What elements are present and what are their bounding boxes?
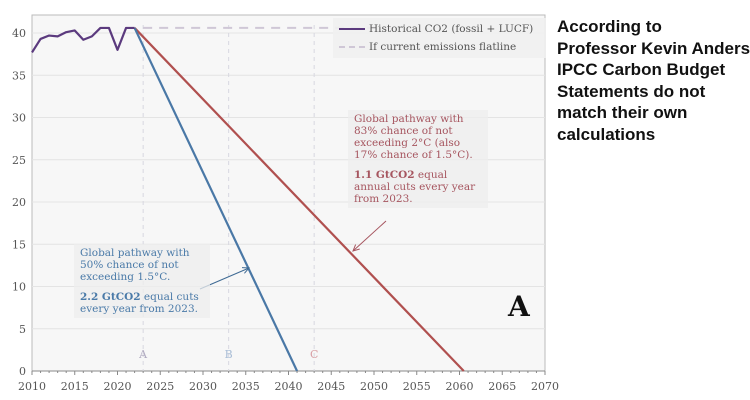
caption-line: match their own [557, 103, 688, 122]
legend: Historical CO2 (fossil + LUCF) If curren… [333, 18, 546, 58]
annotation-15c-cuts: 2.2 GtCO2 equal cuts every year from 202… [80, 291, 204, 315]
caption-line: IPCC Carbon Budget [557, 60, 726, 79]
panel-letter: A [508, 290, 530, 323]
annotation-15c-rest: equal cuts every year from 2023. [80, 291, 199, 315]
y-tick-label: 5 [19, 323, 26, 336]
x-tick-label: 2060 [446, 380, 474, 393]
legend-swatch-flatline [339, 46, 365, 48]
marker-label-a: A [138, 348, 148, 361]
x-tick-label: 2020 [104, 380, 132, 393]
legend-label-historical: Historical CO2 (fossil + LUCF) [369, 23, 534, 35]
y-tick-label: 10 [12, 281, 26, 294]
y-tick-label: 20 [12, 196, 26, 209]
x-tick-label: 2040 [275, 380, 303, 393]
annotation-15c-amount: 2.2 GtCO2 [80, 291, 141, 303]
marker-label-b: B [225, 348, 233, 361]
y-tick-label: 25 [12, 154, 26, 167]
annotation-15c-pathway: Global pathway with 50% chance of not ex… [74, 244, 210, 318]
caption-line: Statements do not [557, 81, 706, 101]
annotation-15c-text: Global pathway with 50% chance of not ex… [80, 247, 190, 283]
annotation-2c-text: Global pathway with 83% chance of not ex… [354, 113, 473, 161]
y-tick-label: 40 [12, 27, 26, 40]
legend-label-flatline: If current emissions flatline [369, 41, 517, 53]
legend-item-flatline: If current emissions flatline [339, 41, 516, 53]
x-tick-label: 2070 [531, 380, 559, 393]
annotation-2c-arrow [352, 220, 387, 252]
annotation-2c-rest: equal annual cuts every year from 2023. [354, 169, 476, 205]
caption: According to Professor Kevin Anderson IP… [557, 16, 750, 145]
annotation-2c-amount: 1.1 GtCO2 [354, 169, 415, 181]
x-tick-label: 2025 [146, 380, 174, 393]
x-tick-label: 2010 [18, 380, 46, 393]
caption-line: calculations [557, 124, 656, 144]
x-tick-label: 2045 [317, 380, 345, 393]
x-tick-label: 2050 [360, 380, 388, 393]
annotation-2c-arrow-head [352, 244, 360, 252]
x-tick-label: 2065 [488, 380, 516, 393]
y-tick-label: 15 [12, 238, 26, 251]
legend-swatch-historical [339, 28, 365, 30]
x-tick-label: 2035 [232, 380, 260, 393]
x-tick-label: 2030 [189, 380, 217, 393]
marker-label-c: C [310, 348, 318, 361]
x-tick-label: 2015 [61, 380, 89, 393]
historical-line [31, 26, 135, 54]
x-tick-label: 2055 [403, 380, 431, 393]
pathway-2c-line [133, 27, 465, 372]
legend-item-historical: Historical CO2 (fossil + LUCF) [339, 23, 533, 35]
caption-line: Professor Kevin Anderson [557, 38, 750, 58]
y-tick-label: 30 [12, 112, 26, 125]
annotation-2c-cuts: 1.1 GtCO2 equal annual cuts every year f… [354, 169, 482, 205]
pathway-15c-line [133, 27, 299, 372]
annotation-15c-arrow-head [241, 267, 251, 274]
y-tick-label: 35 [12, 69, 26, 82]
caption-line: According to [557, 17, 662, 36]
annotation-2c-pathway: Global pathway with 83% chance of not ex… [348, 110, 488, 208]
y-tick-label: 0 [19, 365, 26, 378]
